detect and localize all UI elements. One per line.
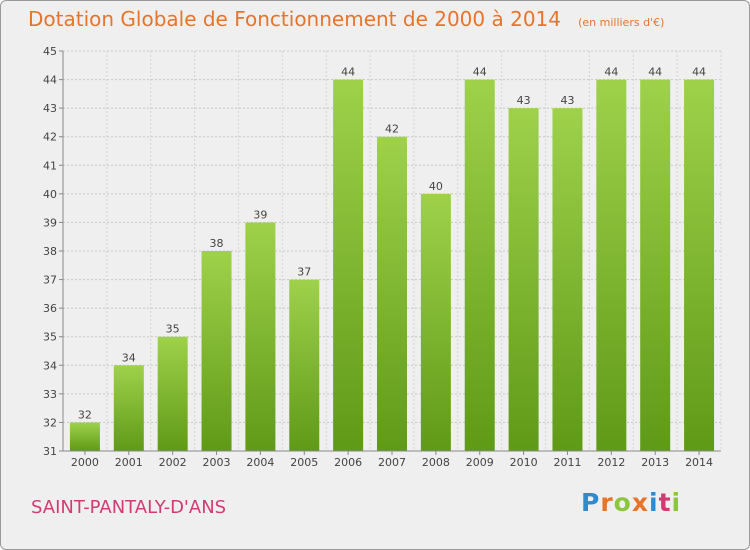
bar-2012 <box>596 79 627 452</box>
y-tick-label: 34 <box>43 359 57 372</box>
proxiti-logo: Proxiti <box>581 488 682 517</box>
bar-2001 <box>113 365 144 451</box>
bar-2013 <box>640 79 671 452</box>
commune-name: SAINT-PANTALY-D'ANS <box>31 497 227 518</box>
x-tick-label: 2012 <box>597 456 625 469</box>
x-tick-label: 2003 <box>203 456 231 469</box>
bar-2010 <box>508 108 539 452</box>
bar-value-label: 37 <box>297 266 311 279</box>
bar-value-label: 39 <box>253 208 267 221</box>
bar-value-label: 44 <box>473 66 487 79</box>
x-tick-label: 2007 <box>378 456 406 469</box>
bar-2004 <box>245 222 276 451</box>
title-row: Dotation Globale de Fonctionnement de 20… <box>28 7 664 31</box>
y-tick-label: 42 <box>43 131 57 144</box>
y-tick-label: 35 <box>43 331 57 344</box>
y-tick-label: 41 <box>43 159 57 172</box>
bar-value-label: 43 <box>560 94 574 107</box>
x-tick-label: 2001 <box>115 456 143 469</box>
bar-value-label: 44 <box>692 66 706 79</box>
x-tick-label: 2008 <box>422 456 450 469</box>
bar-2014 <box>684 79 715 452</box>
labels: 31 32 33 34 35 36 37 38 39 40 41 42 43 44 45 32 2000 34 20… <box>43 45 713 469</box>
x-tick-label: 2009 <box>466 456 494 469</box>
bar-value-label: 38 <box>210 237 224 250</box>
y-tick-label: 32 <box>43 416 57 429</box>
bar-2005 <box>289 279 320 451</box>
y-tick-label: 44 <box>43 74 57 87</box>
x-tick-label: 2004 <box>246 456 274 469</box>
x-tick-label: 2000 <box>71 456 99 469</box>
bar-value-label: 44 <box>604 66 618 79</box>
bar-value-label: 32 <box>78 408 92 421</box>
y-tick-label: 39 <box>43 216 57 229</box>
x-tick-label: 2014 <box>685 456 713 469</box>
y-tick-label: 31 <box>43 445 57 458</box>
bar-2009 <box>464 79 495 452</box>
bar-2003 <box>201 251 232 451</box>
bar-2008 <box>420 193 451 451</box>
bar-2011 <box>552 108 583 452</box>
x-tick-label: 2011 <box>553 456 581 469</box>
x-tick-label: 2002 <box>159 456 187 469</box>
bars <box>69 79 715 452</box>
chart-subtitle: (en milliers d'€) <box>578 16 665 29</box>
bar-2000 <box>69 422 100 451</box>
axes <box>59 50 721 455</box>
bar-value-label: 43 <box>517 94 531 107</box>
y-tick-label: 40 <box>43 188 57 201</box>
bar-2006 <box>333 79 364 452</box>
y-tick-label: 37 <box>43 274 57 287</box>
bar-value-label: 44 <box>648 66 662 79</box>
bar-value-label: 34 <box>122 351 136 364</box>
bar-value-label: 40 <box>429 180 443 193</box>
bar-value-label: 35 <box>166 323 180 336</box>
y-tick-label: 45 <box>43 45 57 58</box>
bar-value-label: 44 <box>341 66 355 79</box>
bar-2007 <box>377 136 407 451</box>
y-tick-label: 38 <box>43 245 57 258</box>
y-tick-label: 33 <box>43 388 57 401</box>
bar-value-label: 42 <box>385 123 399 136</box>
y-tick-label: 43 <box>43 102 57 115</box>
bar-2002 <box>157 336 188 451</box>
x-tick-label: 2013 <box>641 456 669 469</box>
x-tick-label: 2005 <box>290 456 318 469</box>
x-tick-label: 2006 <box>334 456 362 469</box>
chart-title: Dotation Globale de Fonctionnement de 20… <box>28 7 561 31</box>
y-tick-label: 36 <box>43 302 57 315</box>
x-tick-label: 2010 <box>510 456 538 469</box>
